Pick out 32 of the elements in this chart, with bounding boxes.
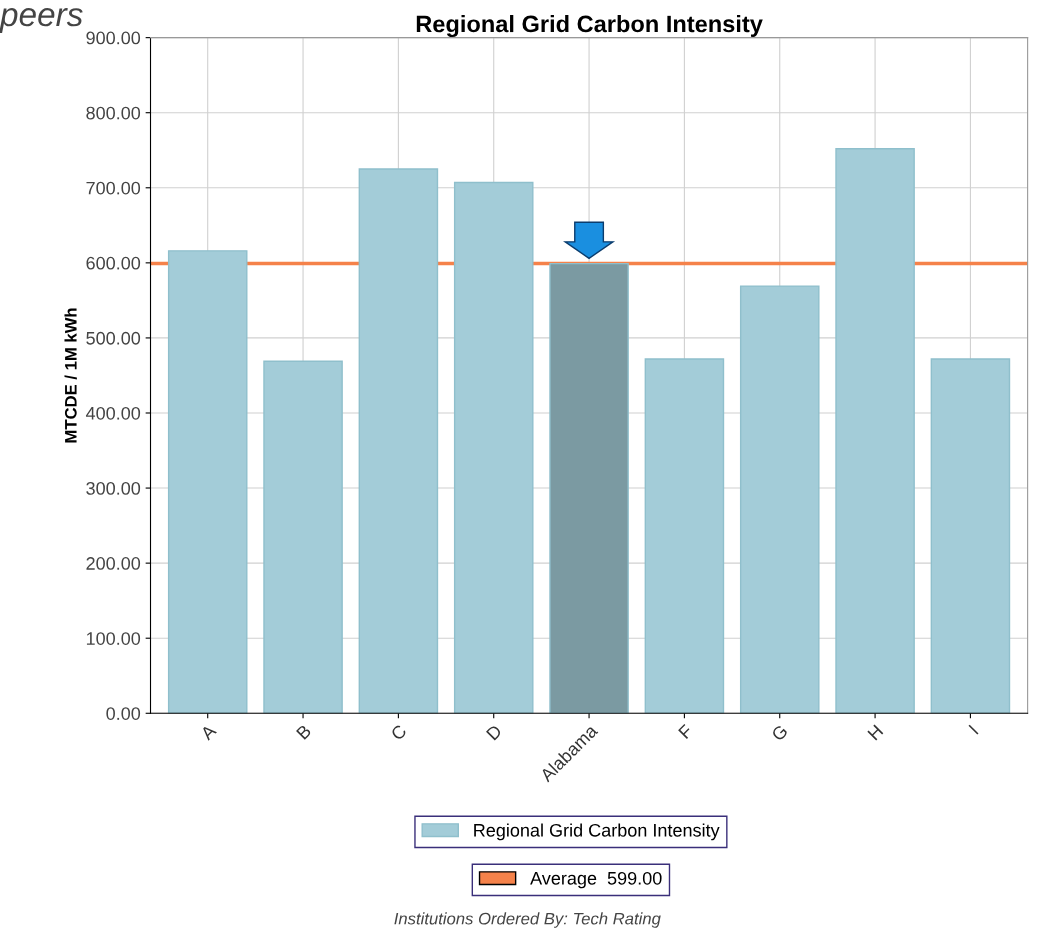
y-tick-label: 0.00 bbox=[106, 707, 141, 720]
bar bbox=[167, 250, 248, 714]
y-tick-label: 700.00 bbox=[86, 181, 141, 195]
bar bbox=[453, 181, 534, 714]
x-tick-label: I bbox=[968, 724, 979, 735]
bar bbox=[644, 358, 725, 714]
x-tick-label: F bbox=[678, 723, 694, 739]
y-tick-label: 400.00 bbox=[85, 406, 141, 420]
bar bbox=[930, 358, 1011, 714]
text: peers bbox=[0, 8, 83, 33]
x-tick-label: H bbox=[867, 724, 884, 741]
chart-title: Regional Grid Carbon Intensity bbox=[416, 14, 763, 38]
y-tick-label: 100.00 bbox=[86, 632, 141, 645]
text: Institutions Ordered By: Tech Rating bbox=[394, 912, 661, 928]
legend-label: Average 599.00 bbox=[530, 871, 662, 889]
bar bbox=[358, 168, 439, 714]
legend-label: Regional Grid Carbon Intensity bbox=[474, 823, 720, 841]
y-axis-title: MTCDE / 1M kWh bbox=[64, 308, 77, 443]
y-tick-label: 900.00 bbox=[86, 31, 141, 45]
x-tick-label: A bbox=[199, 723, 217, 741]
y-tick-label: 300.00 bbox=[86, 482, 141, 495]
bar bbox=[835, 148, 915, 714]
y-tick-label: 800.00 bbox=[86, 106, 141, 120]
x-tick-label: D bbox=[486, 724, 503, 741]
y-tick-label: 200.00 bbox=[86, 557, 141, 570]
x-tick-label: C bbox=[390, 723, 408, 741]
bar bbox=[263, 360, 343, 714]
x-tick-label: B bbox=[296, 724, 312, 740]
y-tick-label: 600.00 bbox=[86, 256, 141, 270]
y-tick-label: 500.00 bbox=[86, 331, 141, 345]
x-tick-label: G bbox=[770, 724, 789, 742]
bar bbox=[739, 285, 820, 714]
